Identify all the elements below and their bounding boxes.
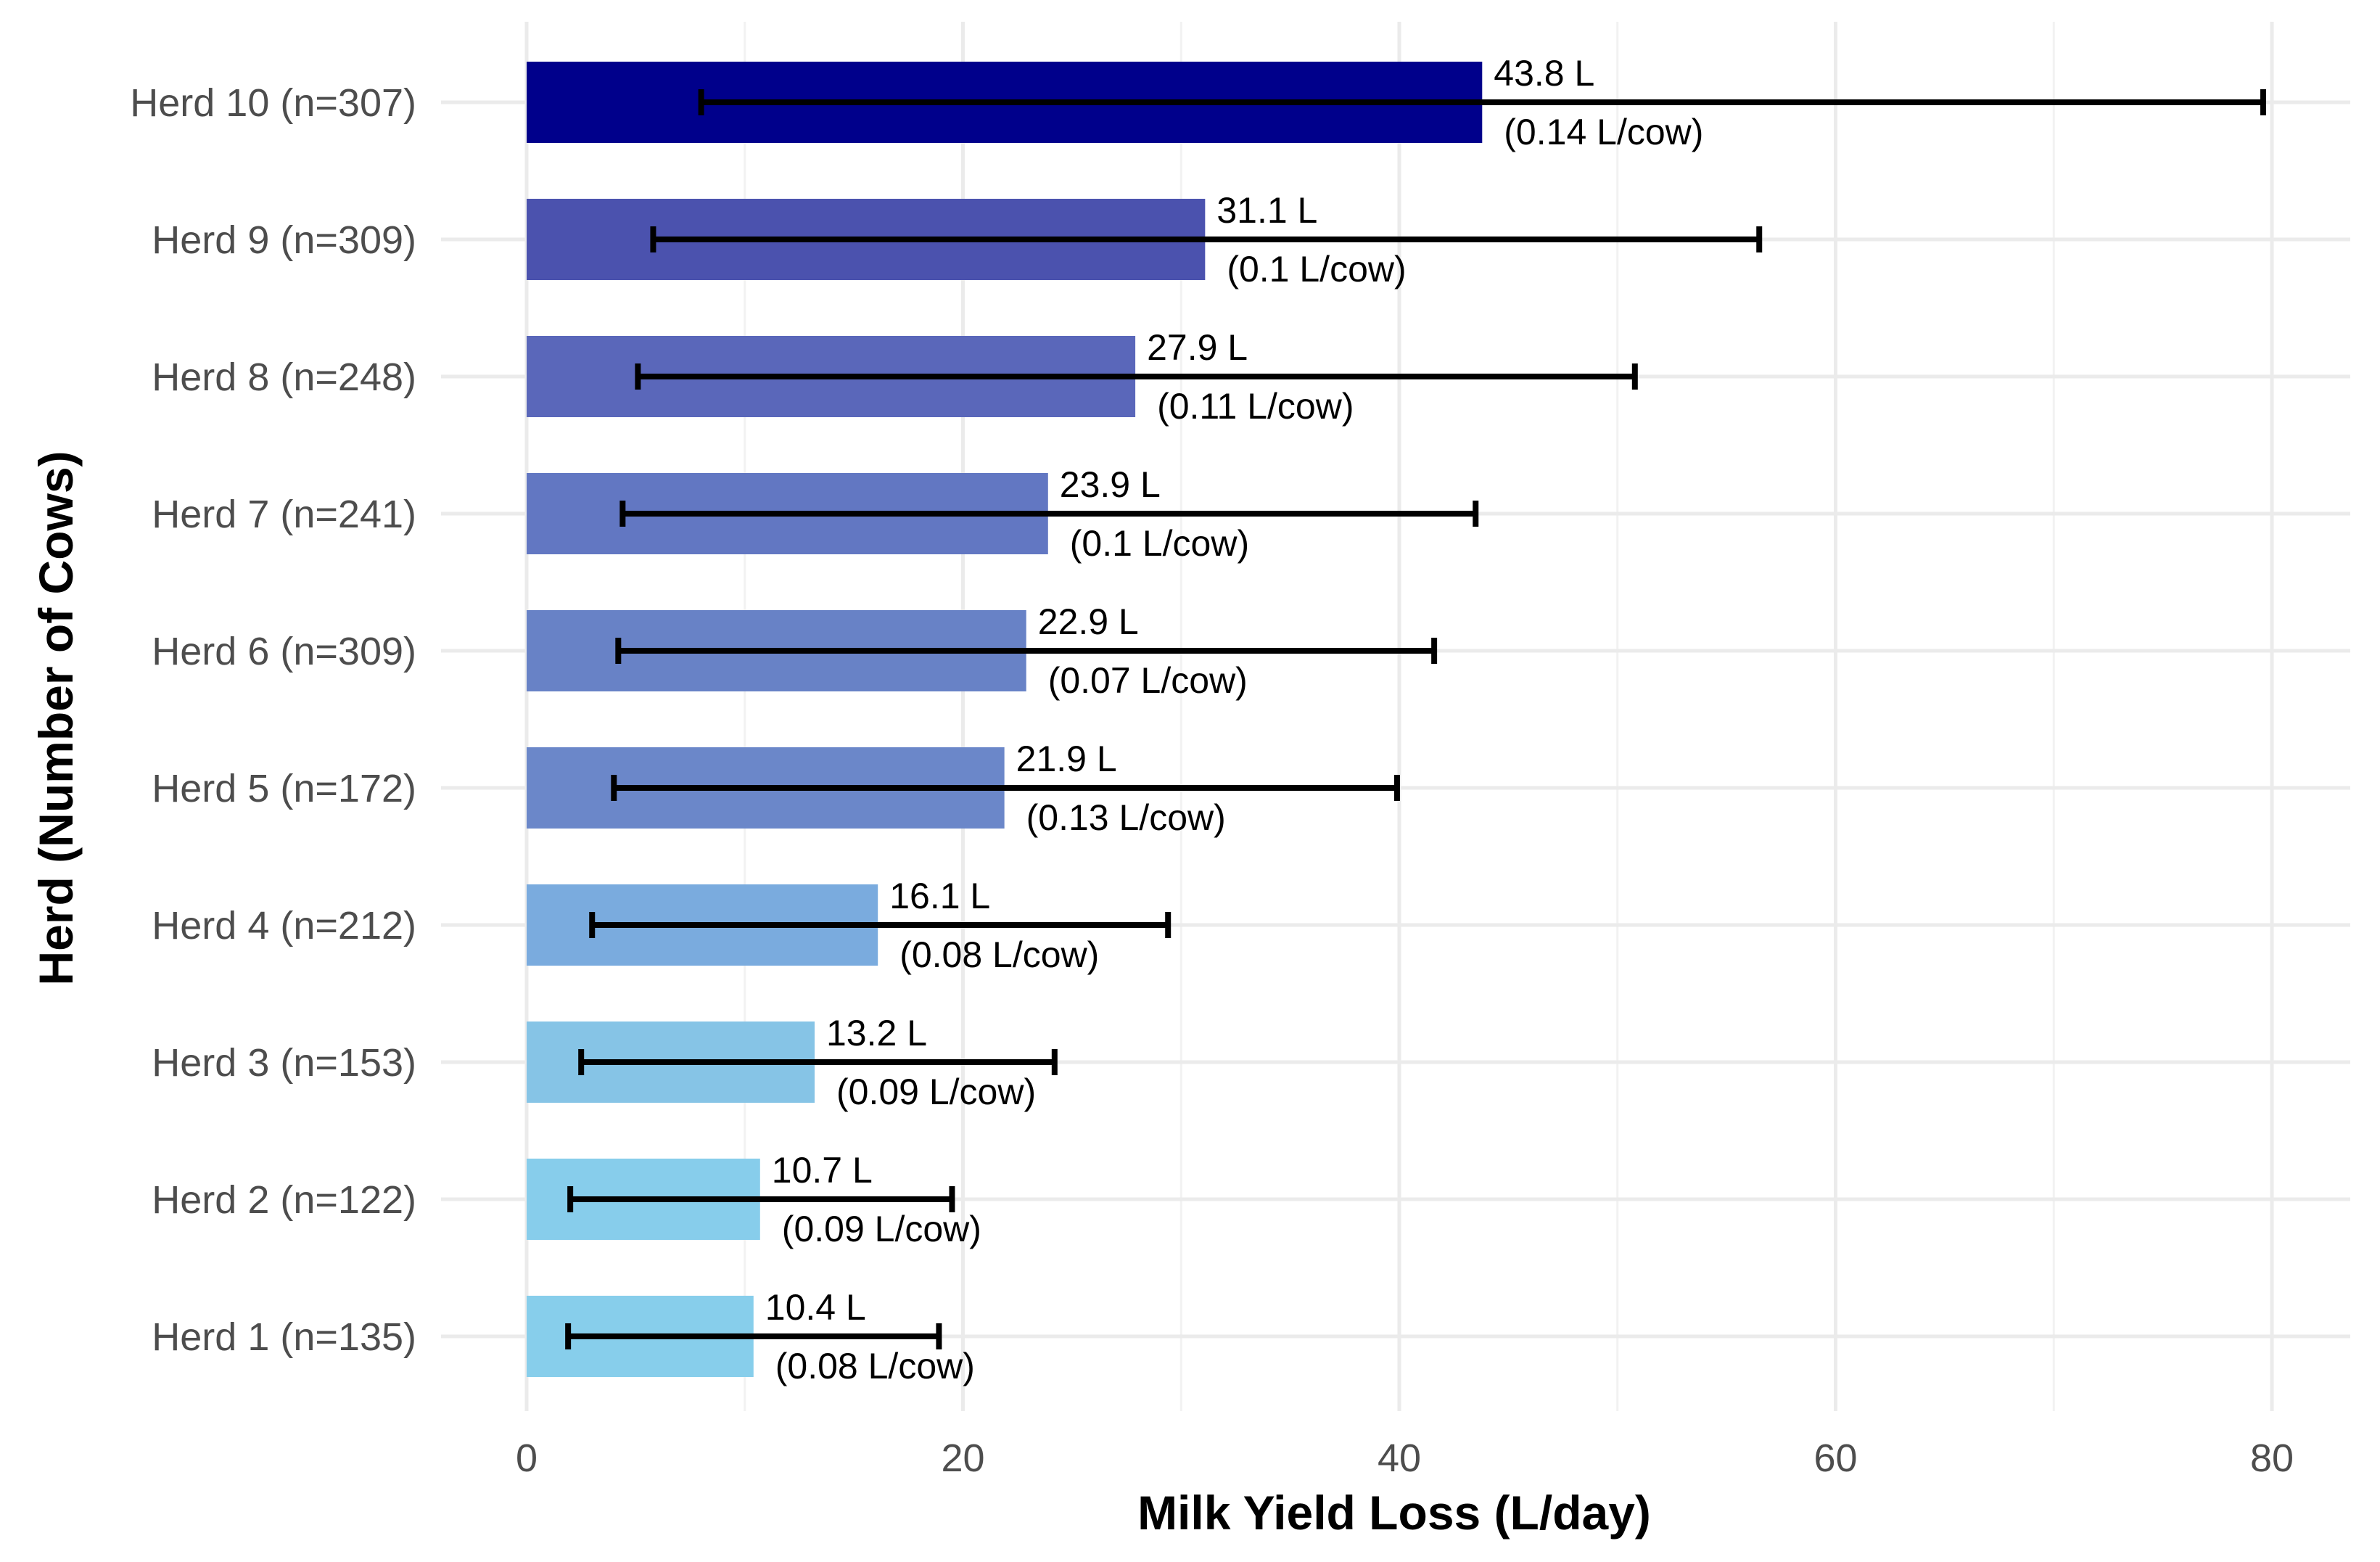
x-tick-label: 80 — [2250, 1436, 2294, 1480]
value-label: 16.1 L — [889, 876, 990, 916]
value-label: 13.2 L — [826, 1013, 927, 1053]
y-tick-label: Herd 4 (n=212) — [152, 904, 416, 948]
value-label: 21.9 L — [1016, 739, 1117, 779]
y-axis-title: Herd (Number of Cows) — [29, 451, 83, 985]
error-bar-layer — [565, 89, 2266, 1349]
y-tick-label: Herd 10 (n=307) — [130, 81, 416, 125]
per-cow-label: (0.11 L/cow) — [1157, 386, 1354, 427]
y-tick-label: Herd 1 (n=135) — [152, 1315, 416, 1359]
y-tick-label: Herd 6 (n=309) — [152, 630, 416, 673]
y-tick-label: Herd 2 (n=122) — [152, 1178, 416, 1222]
value-label: 22.9 L — [1038, 601, 1139, 642]
x-tick-label: 0 — [516, 1436, 538, 1480]
value-label: 31.1 L — [1216, 190, 1317, 231]
per-cow-label: (0.1 L/cow) — [1227, 249, 1406, 289]
y-tick-label: Herd 8 (n=248) — [152, 355, 416, 399]
per-cow-label: (0.13 L/cow) — [1026, 797, 1226, 838]
axis-layer: 0 20 40 60 80 Herd 10 (n=307) Herd 9 (n=309) He… — [130, 81, 2294, 1480]
value-label: 43.8 L — [1494, 53, 1594, 94]
x-tick-label: 60 — [1813, 1436, 1857, 1480]
data-label-layer: 43.8 L (0.14 L/cow) 31.1 L (0.1 L/cow) 27.9 … — [765, 53, 1704, 1386]
x-tick-label: 20 — [941, 1436, 984, 1480]
value-label: 27.9 L — [1147, 327, 1248, 368]
y-tick-label: Herd 3 (n=153) — [152, 1041, 416, 1085]
value-label: 23.9 L — [1060, 464, 1161, 505]
value-label: 10.7 L — [772, 1150, 873, 1191]
per-cow-label: (0.09 L/cow) — [782, 1209, 981, 1249]
per-cow-label: (0.1 L/cow) — [1070, 523, 1249, 564]
per-cow-label: (0.14 L/cow) — [1504, 112, 1703, 152]
y-tick-label: Herd 7 (n=241) — [152, 493, 416, 536]
per-cow-label: (0.07 L/cow) — [1048, 660, 1248, 701]
y-tick-label: Herd 9 (n=309) — [152, 218, 416, 262]
x-tick-label: 40 — [1378, 1436, 1421, 1480]
per-cow-label: (0.08 L/cow) — [899, 934, 1099, 975]
per-cow-label: (0.08 L/cow) — [775, 1346, 975, 1386]
value-label: 10.4 L — [765, 1287, 866, 1328]
per-cow-label: (0.09 L/cow) — [836, 1072, 1036, 1112]
y-tick-label: Herd 5 (n=172) — [152, 767, 416, 810]
x-axis-title: Milk Yield Loss (L/day) — [1137, 1486, 1651, 1540]
